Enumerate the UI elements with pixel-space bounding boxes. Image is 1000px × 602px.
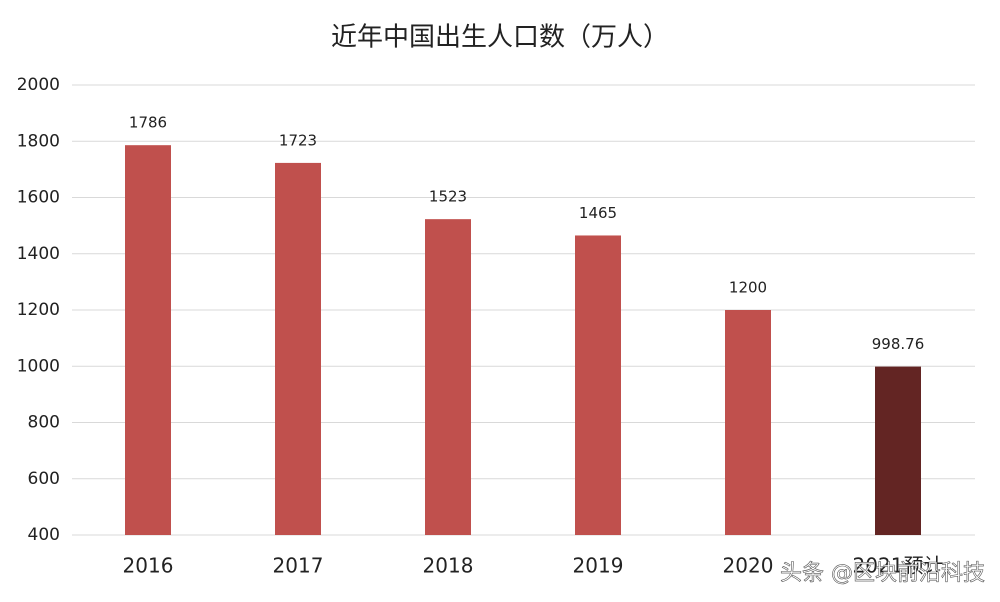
y-tick-label: 1200 [17,300,60,320]
x-tick-label: 2020 [723,554,774,578]
bar [275,162,321,535]
y-tick-label: 2000 [17,75,60,95]
value-label: 1723 [279,131,317,149]
bar [725,310,771,535]
bar [575,235,621,535]
chart-title: 近年中国出生人口数（万人） [331,23,669,53]
value-label: 998.76 [872,335,925,353]
y-tick-label: 1600 [17,188,60,208]
x-tick-label: 2016 [123,554,174,578]
bar [125,145,171,535]
y-tick-label: 1800 [17,131,60,151]
watermark: 头条 @区块前沿科技 [780,561,985,586]
value-label: 1200 [729,279,767,297]
y-tick-label: 600 [28,469,60,489]
bar [875,366,921,535]
bar [425,219,471,535]
y-tick-label: 1400 [17,244,60,264]
x-tick-label: 2018 [423,554,474,578]
value-label: 1523 [429,188,467,206]
x-tick-label: 2021预计 [853,554,944,578]
y-tick-label: 800 [28,413,60,433]
x-tick-label: 2019 [573,554,624,578]
y-tick-label: 1000 [17,356,60,376]
x-tick-label: 2017 [273,554,324,578]
value-label: 1786 [129,114,167,132]
value-label: 1465 [579,204,617,222]
y-tick-label: 400 [28,525,60,545]
